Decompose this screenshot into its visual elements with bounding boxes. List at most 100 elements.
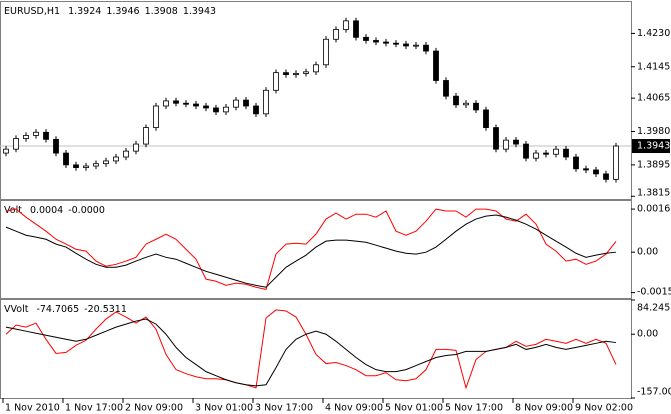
candle-body <box>503 139 509 150</box>
candle-body <box>23 135 29 139</box>
y-tick-label: 1.4230 <box>637 28 670 39</box>
y-tick-label: 1.4145 <box>637 61 670 72</box>
y-tick-label: 1.4065 <box>637 93 670 104</box>
y-tick-label: 1.3895 <box>637 159 670 170</box>
x-tick-label: 2 Nov 09:00 <box>125 403 183 414</box>
candle-body <box>313 64 319 73</box>
candle-body <box>593 169 599 175</box>
candle-body <box>393 42 399 45</box>
candle-body <box>353 20 359 38</box>
x-tick-label: 3 Nov 01:00 <box>195 403 253 414</box>
candle-body <box>243 99 249 107</box>
candle-body <box>283 72 289 75</box>
panel-frame <box>0 299 632 399</box>
y-tick-label: -157.00 <box>637 387 671 398</box>
candle-body <box>293 73 299 75</box>
candle-body <box>213 107 219 113</box>
candle-body <box>83 165 89 169</box>
x-tick-label: 9 Nov 02:00 <box>575 403 633 414</box>
candle-body <box>443 80 449 97</box>
readout-value: 0.0004 <box>30 205 63 216</box>
candle-body <box>323 38 329 66</box>
candle-body <box>253 105 259 115</box>
candle-body <box>193 103 199 107</box>
y-tick-label: -0.0015 <box>637 287 671 298</box>
candle-body <box>73 164 79 169</box>
candle-body <box>33 131 39 136</box>
panel-frame <box>0 1 632 200</box>
y-tick-label: 84.2453 <box>637 303 671 314</box>
candle-body <box>513 139 519 145</box>
candle-body <box>563 148 569 158</box>
x-tick-label: 5 Nov 01:00 <box>385 403 443 414</box>
candle-body <box>553 148 559 155</box>
readout-value: 1.3943 <box>183 6 216 17</box>
candle-body <box>263 89 269 115</box>
readout-value: -0.0000 <box>68 205 105 216</box>
candle-body <box>173 100 179 104</box>
candle-body <box>453 95 459 106</box>
candle-body <box>143 127 149 145</box>
y-tick-label: 1.3980 <box>637 126 670 137</box>
panel-frame <box>0 200 632 299</box>
x-tick-label: 8 Nov 09:00 <box>515 403 573 414</box>
candle-body <box>303 71 309 74</box>
candle-body <box>233 99 239 108</box>
y-tick-label: 0.00 <box>637 247 658 258</box>
x-tick-label: 3 Nov 17:00 <box>255 403 313 414</box>
candle-body <box>333 29 339 40</box>
x-tick-label: 1 Nov 17:00 <box>65 403 123 414</box>
candle-body <box>483 109 489 128</box>
candle-body <box>343 20 349 30</box>
candle-body <box>573 156 579 170</box>
readout-value: -20.5311 <box>84 304 127 315</box>
panel-header: EURUSD,H1 1.3924 1.3946 1.3908 1.3943 <box>4 6 216 17</box>
x-tick-label: 5 Nov 17:00 <box>445 403 503 414</box>
panel-header: VVolt -74.7065 -20.5311 <box>4 304 127 315</box>
candle-body <box>133 143 139 152</box>
last-price-box <box>632 139 670 154</box>
candle-body <box>423 44 429 52</box>
candle-body <box>153 105 159 128</box>
candle-body <box>473 102 479 111</box>
y-tick-label: 0.00 <box>637 329 658 340</box>
indicator-line <box>5 214 617 288</box>
y-tick-label: 0.0016 <box>637 204 670 215</box>
readout-value: 1.3924 <box>68 6 101 17</box>
candle-body <box>123 150 129 158</box>
candle-body <box>43 131 49 140</box>
indicator-line <box>5 208 617 290</box>
x-tick-label: 4 Nov 09:00 <box>325 403 383 414</box>
candle-body <box>93 163 99 167</box>
candle-body <box>223 106 229 113</box>
candle-body <box>413 44 419 47</box>
panel-title: EURUSD,H1 <box>4 6 60 17</box>
candle-body <box>103 160 109 165</box>
last-price-label: 1.3943 <box>637 141 670 152</box>
candle-body <box>273 72 279 91</box>
candle-body <box>113 156 119 162</box>
panel-header: Volt 0.0004 -0.0000 <box>4 205 105 216</box>
candle-body <box>63 152 69 166</box>
readout-value: 1.3946 <box>106 6 139 17</box>
x-tick-label: 1 Nov 2010 <box>5 403 60 414</box>
candle-body <box>493 127 499 150</box>
candle-body <box>463 102 469 106</box>
panel-title: VVolt <box>4 304 29 315</box>
readout-value: -74.7065 <box>36 304 79 315</box>
readout-value: 1.3908 <box>145 6 178 17</box>
candle-body <box>403 43 409 47</box>
candle-body <box>383 41 389 44</box>
indicator-line <box>5 309 617 390</box>
candle-body <box>163 100 169 107</box>
candle-body <box>523 143 529 159</box>
candle-body <box>203 105 209 109</box>
candle-body <box>3 148 9 154</box>
candle-body <box>183 102 189 105</box>
y-tick-label: 1.3815 <box>637 188 670 199</box>
candle-body <box>613 145 619 180</box>
candle-body <box>363 36 369 41</box>
indicator-line <box>5 318 617 387</box>
